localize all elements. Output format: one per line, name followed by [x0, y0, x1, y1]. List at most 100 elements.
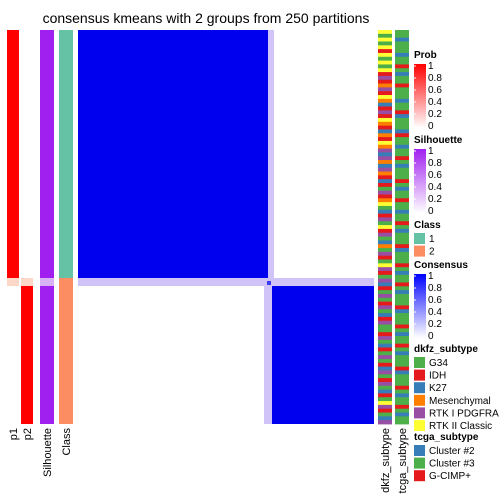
dkfz-cell: [378, 270, 392, 276]
tcga-cell: [395, 251, 409, 257]
dkfz-cell: [378, 125, 392, 130]
dkfz-cell: [378, 98, 392, 104]
tcga-cell: [395, 232, 409, 237]
tcga-cell: [395, 144, 409, 149]
dkfz-cell: [378, 156, 392, 161]
legend-tick: 0.4: [428, 97, 442, 108]
dkfz-cell: [378, 358, 392, 364]
dkfz-cell: [378, 416, 392, 421]
tcga-cell: [395, 297, 409, 302]
dkfz-cell: [378, 347, 392, 352]
tcga-cell: [395, 389, 409, 394]
label-dkfz-subtype: dkfz_subtype: [380, 428, 392, 493]
left-annotation-strips: [7, 30, 73, 424]
tcga-cell: [395, 160, 409, 165]
dkfz-cell: [378, 263, 392, 268]
dkfz-cell: [378, 202, 392, 207]
boundary-cell: [267, 281, 271, 285]
tcga-cell: [395, 408, 409, 413]
p1-class1: [7, 30, 19, 278]
p2-class2: [21, 286, 33, 424]
tcga-cell: [395, 339, 409, 345]
tcga-cell: [395, 72, 409, 77]
dkfz-cell: [378, 343, 392, 348]
dkfz-cell: [378, 64, 392, 69]
dkfz-cell: [378, 140, 392, 146]
tcga-cell: [395, 213, 409, 218]
p2-boundary: [21, 278, 33, 286]
tcga-cell: [395, 140, 409, 146]
tcga-cell: [395, 274, 409, 280]
tcga-cell: [395, 49, 409, 54]
tcga-cell: [395, 259, 409, 264]
dkfz-cell: [378, 41, 392, 46]
dkfz-cell: [378, 225, 392, 230]
tcga-cell: [395, 190, 409, 195]
boundary-row: [78, 278, 374, 286]
tcga-cell: [395, 68, 409, 73]
tcga-cell: [395, 393, 409, 398]
tcga-cell: [395, 267, 409, 272]
dkfz-cell: [378, 328, 392, 333]
dkfz-cell: [378, 160, 392, 165]
dkfz-cell: [378, 381, 392, 387]
p1-boundary: [7, 278, 19, 286]
dkfz-cell: [378, 30, 392, 35]
legend-colorbar: [414, 64, 426, 128]
tcga-cell: [395, 83, 409, 88]
tcga-cell: [395, 30, 409, 35]
legend-tick: 0.4: [428, 182, 442, 193]
dkfz-cell: [378, 183, 392, 188]
tcga-cell: [395, 412, 409, 417]
tcga-cell: [395, 110, 409, 115]
tcga-cell: [395, 347, 409, 352]
tcga-cell: [395, 381, 409, 387]
tcga-cell: [395, 282, 409, 287]
legend-title: Prob: [414, 50, 437, 61]
tcga-cell: [395, 205, 409, 211]
tcga-cell: [395, 343, 409, 348]
dkfz-cell: [378, 332, 392, 337]
dkfz-cell: [378, 370, 392, 375]
legend-tick: 0.6: [428, 295, 442, 306]
legend-swatch: [414, 407, 425, 419]
class-1-block: [59, 30, 73, 278]
tcga-cell: [395, 56, 409, 62]
dkfz-cell: [378, 236, 392, 241]
legend-swatch: [414, 369, 425, 381]
legend-swatch: [414, 394, 425, 406]
legend-swatch: [414, 445, 425, 456]
boundary-col: [264, 278, 272, 424]
dkfz-cell: [378, 186, 392, 192]
dkfz-cell: [378, 267, 392, 272]
tcga-cell: [395, 221, 409, 226]
dkfz-cell: [378, 83, 392, 88]
dkfz-cell: [378, 401, 392, 406]
dkfz-cell: [378, 56, 392, 62]
dkfz-cell: [378, 75, 392, 81]
dkfz-cell: [378, 68, 392, 73]
legend-title: tcga_subtype: [414, 432, 479, 443]
tcga-cell: [395, 41, 409, 46]
tcga-cell: [395, 163, 409, 169]
legend-tcga-subtype: tcga_subtype Cluster #2 Cluster #3G-CIMP+: [414, 432, 479, 482]
tcga-cell: [395, 133, 409, 138]
tcga-cell: [395, 198, 409, 203]
legend-colorbar: [414, 274, 426, 338]
right-annotation-strips: [378, 30, 409, 425]
dkfz-cell: [378, 194, 392, 199]
legend-tick: 0.6: [428, 85, 442, 96]
dkfz-cell: [378, 305, 392, 310]
tcga-cell: [395, 328, 409, 333]
tcga-cell: [395, 240, 409, 245]
tcga-cell: [395, 75, 409, 81]
dkfz-cell: [378, 282, 392, 287]
silhouette-values: [40, 30, 54, 424]
legend-item-label: RTK II Classic: [429, 421, 492, 432]
dkfz-cell: [378, 129, 392, 134]
tcga-cell: [395, 217, 409, 222]
dkfz-cell: [378, 152, 392, 157]
legend-item-label: RTK I PDGFRA: [429, 408, 499, 419]
block-class1: [78, 30, 268, 278]
